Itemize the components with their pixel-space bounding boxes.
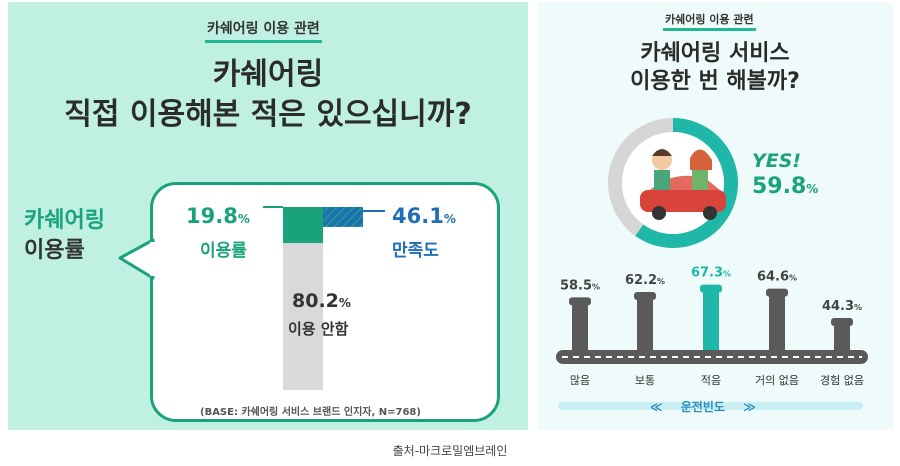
bar-1 — [637, 296, 653, 350]
satisfaction-value-number: 46.1 — [392, 204, 444, 228]
usage-rate-label-line1: 카쉐어링 — [24, 208, 105, 233]
bar-2 — [703, 288, 719, 350]
bar-value-unit-0: % — [592, 282, 600, 291]
bar-value-4: 44.3% — [822, 299, 862, 314]
source-caption: 출처-마크로밀엠브레인 — [392, 444, 508, 458]
yes-value-number: 59.8 — [752, 174, 807, 199]
axis-band — [558, 402, 863, 410]
right-headline-line1: 카쉐어링 서비스 — [640, 41, 790, 66]
left-topic-tag: 카쉐어링 이용 관련 — [205, 18, 322, 43]
road-axis-text: 운전빈도 — [680, 400, 725, 414]
bar-cap-3 — [766, 288, 788, 297]
satisfaction-label: 만족도 — [392, 241, 439, 261]
usage-bar — [283, 207, 323, 244]
road-axis-label: ≪ 운전빈도 ≫ — [650, 398, 756, 415]
bar-value-3: 64.6% — [757, 270, 797, 285]
bar-cap-4 — [831, 318, 853, 327]
yes-value-unit: % — [806, 182, 819, 196]
bar-value-unit-4: % — [854, 303, 862, 312]
car-illustration — [622, 132, 726, 234]
nonuse-value-number: 80.2 — [292, 290, 339, 312]
yes-value: 59.8% — [752, 174, 818, 199]
usage-value: 19.8% — [186, 204, 250, 228]
nonuse-value-unit: % — [338, 296, 351, 310]
category-label-1: 보통 — [635, 374, 655, 387]
bar-4 — [834, 322, 850, 350]
left-headline: 카쉐어링 직접 이용해본 적은 있으십니까? — [8, 55, 528, 135]
road — [556, 350, 868, 364]
right-headline: 카쉐어링 서비스 이용한 번 해볼까? — [560, 40, 870, 96]
left-headline-line2: 직접 이용해본 적은 있으십니까? — [64, 97, 472, 132]
category-label-3: 거의 없음 — [755, 374, 799, 387]
nonuse-label: 이용 안함 — [288, 320, 349, 338]
arrow-right-icon: ≫ — [743, 400, 756, 414]
right-topic-tag: 카쉐어링 이용 관련 — [663, 11, 756, 31]
right-headline-line2: 이용한 번 해볼까? — [630, 69, 800, 94]
usage-value-label: 이용률 — [200, 241, 247, 261]
satisfaction-value-unit: % — [443, 212, 456, 226]
usage-value-unit: % — [237, 212, 250, 226]
base-note: (BASE: 카쉐어링 서비스 브랜드 인지자, N=768) — [200, 407, 421, 418]
bar-3 — [769, 292, 785, 350]
usage-rate-label: 카쉐어링 이용률 — [24, 206, 105, 266]
bar-cap-0 — [569, 297, 591, 306]
nonuse-value: 80.2% — [292, 290, 351, 312]
bar-0 — [572, 301, 588, 350]
usage-value-number: 19.8 — [186, 204, 238, 228]
bar-value-unit-1: % — [657, 277, 665, 286]
bar-value-2: 67.3% — [691, 266, 731, 281]
donut-yes-slice — [608, 118, 738, 248]
satisfaction-bar — [323, 207, 363, 227]
category-label-2: 적음 — [701, 374, 721, 387]
category-label-0: 많음 — [570, 374, 590, 387]
bar-value-0: 58.5% — [560, 278, 600, 293]
bar-cap-1 — [634, 292, 656, 301]
yes-label: YES! — [752, 150, 802, 172]
satisfaction-value: 46.1% — [392, 204, 456, 228]
category-label-4: 경험 없음 — [820, 374, 864, 387]
bar-cap-2 — [700, 284, 722, 293]
left-headline-line1: 카쉐어링 — [212, 57, 324, 92]
bar-value-unit-2: % — [723, 270, 731, 279]
bar-value-1: 62.2% — [625, 273, 665, 288]
bar-value-unit-3: % — [789, 274, 797, 283]
nonuse-bar — [283, 243, 323, 390]
usage-rate-label-line2: 이용률 — [24, 238, 85, 263]
arrow-left-icon: ≪ — [650, 400, 663, 414]
